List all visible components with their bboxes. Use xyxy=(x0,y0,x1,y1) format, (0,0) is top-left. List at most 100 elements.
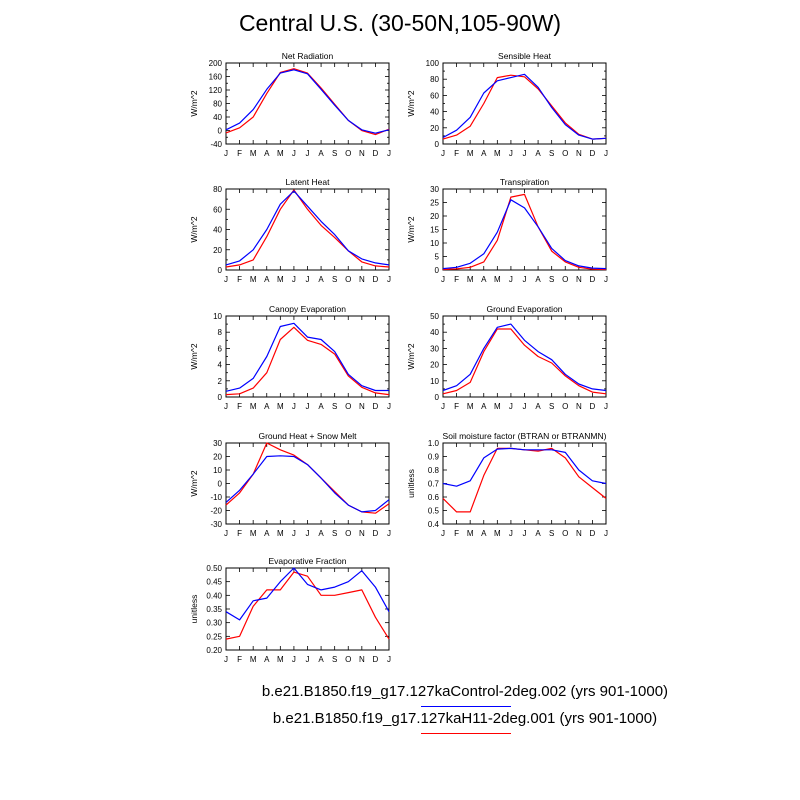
y-tick-label: 0 xyxy=(218,393,223,402)
x-tick-label: D xyxy=(373,655,379,664)
plot-frame xyxy=(225,315,390,398)
series-line xyxy=(225,455,390,513)
x-tick-label: S xyxy=(332,275,337,284)
x-tick-label: S xyxy=(332,655,337,664)
y-tick-label: 4 xyxy=(218,361,223,370)
x-tick-label: A xyxy=(264,529,270,538)
y-tick-label: 1.0 xyxy=(428,439,440,448)
x-tick-label: M xyxy=(494,529,501,538)
x-tick-label: J xyxy=(306,529,310,538)
x-tick-label: N xyxy=(576,402,582,411)
y-tick-label: 0.5 xyxy=(428,507,440,516)
x-tick-label: O xyxy=(562,275,568,284)
x-tick-label: J xyxy=(509,149,513,158)
y-axis-label: unitless xyxy=(406,469,416,498)
panel-title: Ground Heat + Snow Melt xyxy=(258,431,357,441)
x-tick-label: S xyxy=(549,529,554,538)
x-tick-label: M xyxy=(250,529,257,538)
x-tick-label: J xyxy=(441,529,445,538)
x-tick-label: A xyxy=(264,402,270,411)
x-tick-label: J xyxy=(523,529,527,538)
y-tick-label: 0 xyxy=(435,266,440,275)
y-tick-label: 2 xyxy=(218,377,223,386)
y-tick-label: 50 xyxy=(430,312,439,321)
x-tick-label: J xyxy=(306,402,310,411)
y-tick-label: 8 xyxy=(218,328,223,337)
x-tick-label: J xyxy=(224,402,228,411)
x-tick-label: J xyxy=(224,149,228,158)
x-tick-label: J xyxy=(387,402,391,411)
x-tick-label: O xyxy=(345,275,351,284)
x-tick-label: M xyxy=(494,275,501,284)
y-tick-label: 0 xyxy=(435,393,440,402)
panel-title: Canopy Evaporation xyxy=(269,304,346,314)
x-tick-label: J xyxy=(387,655,391,664)
x-tick-label: F xyxy=(454,402,459,411)
x-tick-label: S xyxy=(549,149,554,158)
series-line xyxy=(225,189,390,268)
y-tick-label: 0.9 xyxy=(428,453,440,462)
x-tick-label: J xyxy=(509,529,513,538)
x-tick-label: M xyxy=(277,529,284,538)
x-tick-label: A xyxy=(264,149,270,158)
legend-label-control: b.e21.B1850.f19_g17.127kaControl-2deg.00… xyxy=(261,683,669,700)
x-tick-label: N xyxy=(359,149,365,158)
panel-title: Sensible Heat xyxy=(498,51,552,61)
series-line xyxy=(442,193,607,271)
y-tick-label: 20 xyxy=(213,246,222,255)
y-tick-label: 100 xyxy=(426,59,440,68)
x-tick-label: S xyxy=(332,149,337,158)
y-tick-label: 40 xyxy=(430,328,439,337)
x-tick-label: J xyxy=(292,149,296,158)
x-tick-label: J xyxy=(292,529,296,538)
x-tick-label: F xyxy=(454,275,459,284)
x-tick-label: M xyxy=(277,149,284,158)
y-tick-label: 20 xyxy=(430,124,439,133)
y-tick-label: -20 xyxy=(210,507,222,516)
x-tick-label: F xyxy=(237,655,242,664)
x-tick-label: A xyxy=(481,402,487,411)
y-tick-label: 0.40 xyxy=(206,591,222,600)
x-tick-label: N xyxy=(576,529,582,538)
y-axis-label: W/m^2 xyxy=(406,216,416,242)
x-tick-label: J xyxy=(604,149,608,158)
x-tick-label: S xyxy=(549,402,554,411)
series-line xyxy=(442,447,607,487)
y-tick-label: 0 xyxy=(218,480,223,489)
y-tick-label: -40 xyxy=(210,140,222,149)
y-axis-label: unitless xyxy=(189,595,199,624)
y-tick-label: 0 xyxy=(218,127,223,136)
y-tick-label: 10 xyxy=(430,239,439,248)
x-tick-label: J xyxy=(387,529,391,538)
series-line xyxy=(225,69,390,134)
x-tick-label: O xyxy=(345,149,351,158)
series-line xyxy=(442,199,607,270)
x-tick-label: D xyxy=(373,149,379,158)
x-tick-label: D xyxy=(590,275,596,284)
x-tick-label: F xyxy=(237,529,242,538)
x-tick-label: O xyxy=(562,529,568,538)
x-tick-label: D xyxy=(373,529,379,538)
y-axis-label: W/m^2 xyxy=(406,343,416,369)
y-tick-label: 6 xyxy=(218,344,223,353)
y-tick-label: 25 xyxy=(430,199,439,208)
x-tick-label: A xyxy=(481,149,487,158)
series-line xyxy=(225,567,390,621)
x-tick-label: S xyxy=(332,402,337,411)
x-tick-label: D xyxy=(373,402,379,411)
y-tick-label: 20 xyxy=(213,453,222,462)
y-axis-label: W/m^2 xyxy=(189,90,199,116)
y-tick-label: 40 xyxy=(430,108,439,117)
x-tick-label: A xyxy=(264,655,270,664)
series-line xyxy=(225,571,390,640)
y-tick-label: 20 xyxy=(430,212,439,221)
y-tick-label: 0.35 xyxy=(206,605,222,614)
legend-line-h11 xyxy=(421,733,511,734)
x-tick-label: J xyxy=(523,402,527,411)
panel-title: Evaporative Fraction xyxy=(269,556,347,566)
